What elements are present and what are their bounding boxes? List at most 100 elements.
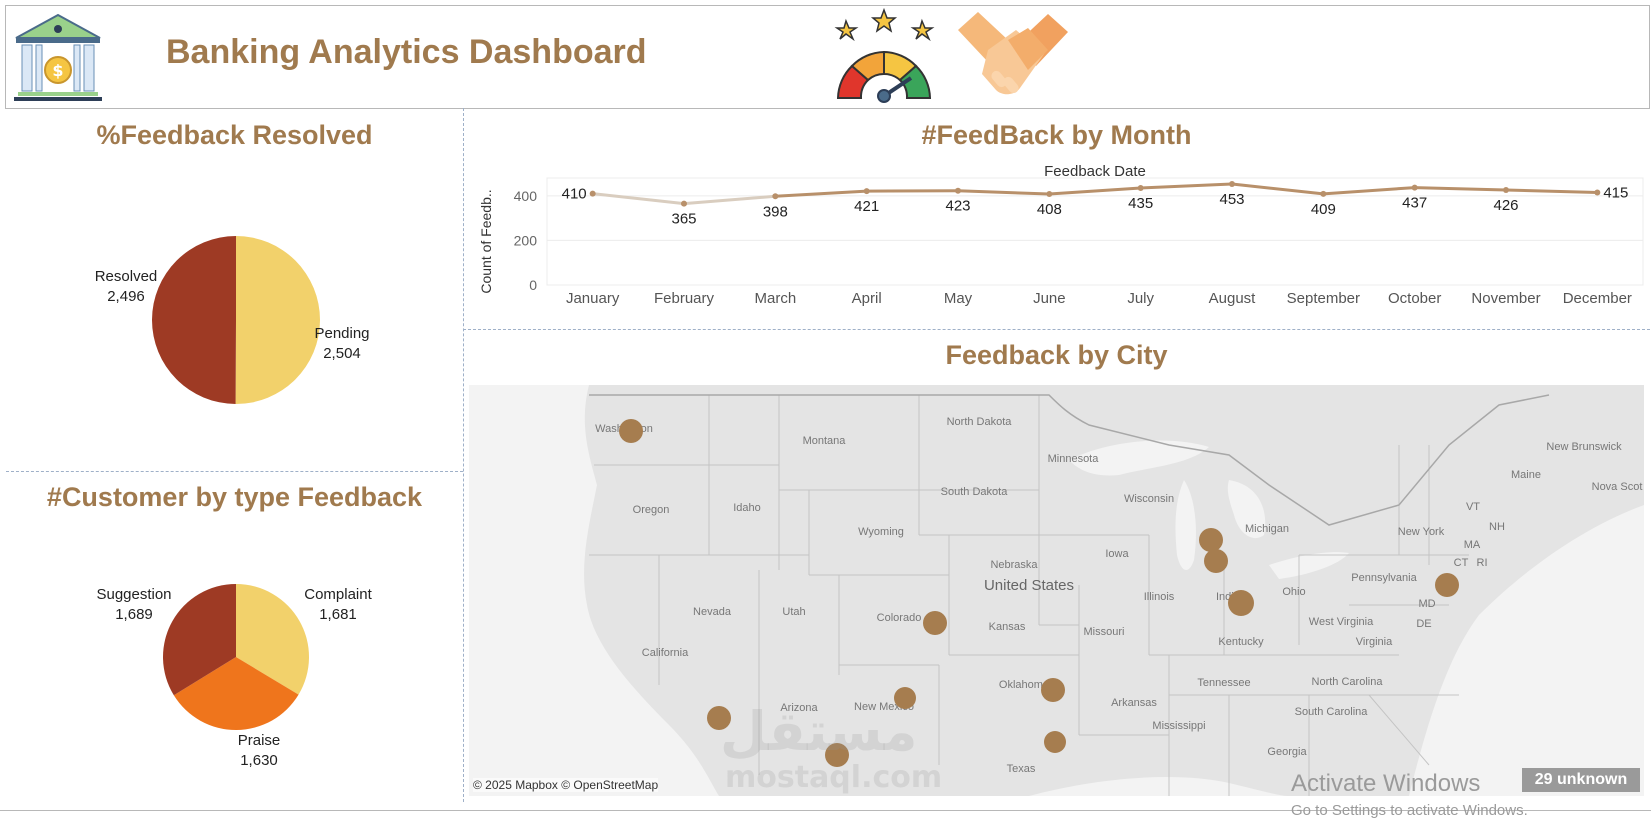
svg-text:$: $ — [52, 61, 63, 80]
x-tick-label: November — [1471, 290, 1540, 307]
x-tick-label: February — [654, 290, 715, 307]
city-marker-new-york[interactable] — [1435, 573, 1459, 597]
x-axis-title: Feedback Date — [1044, 163, 1146, 180]
x-tick-label: December — [1563, 290, 1632, 307]
y-axis-title: Count of Feedb.. — [478, 189, 494, 293]
y-tick-label: 200 — [514, 232, 538, 248]
data-label: 421 — [854, 198, 879, 215]
pie-slice-pending[interactable] — [236, 236, 320, 404]
state-label-tennessee: Tennessee — [1197, 677, 1250, 689]
us-map[interactable]: Washington Montana North Dakota Minnesot… — [469, 385, 1644, 796]
pie-slice-resolved[interactable] — [152, 236, 236, 404]
state-label-kansas: Kansas — [989, 621, 1026, 633]
state-label-ct: CT — [1454, 557, 1469, 569]
state-label-nevada: Nevada — [693, 606, 732, 618]
watermark-url: mostaql.com — [725, 760, 942, 795]
state-label-ma: MA — [1464, 539, 1481, 551]
activate-windows-subtext: Go to Settings to activate Windows. — [1291, 802, 1528, 819]
state-label-pennsylvania: Pennsylvania — [1351, 572, 1417, 584]
state-label-colorado: Colorado — [877, 612, 922, 624]
state-label-idaho: Idaho — [733, 502, 761, 514]
data-label: 408 — [1037, 201, 1062, 218]
state-label-texas: Texas — [1007, 763, 1036, 775]
state-label-north-dakota: North Dakota — [947, 416, 1013, 428]
data-label: 410 — [562, 186, 587, 203]
x-tick-label: January — [566, 290, 620, 307]
data-point[interactable] — [681, 201, 687, 207]
state-label-oregon: Oregon — [633, 504, 670, 516]
state-label-nebraska: Nebraska — [990, 559, 1038, 571]
data-point[interactable] — [1138, 185, 1144, 191]
map-attribution[interactable]: © 2025 Mapbox © OpenStreetMap — [473, 778, 658, 792]
map-canvas: Washington Montana North Dakota Minnesot… — [469, 385, 1644, 796]
state-label-missouri: Missouri — [1084, 626, 1125, 638]
state-label-md: MD — [1418, 598, 1435, 610]
state-label-michigan: Michigan — [1245, 523, 1289, 535]
month-panel-title: #FeedBack by Month — [463, 120, 1650, 151]
state-label-california: California — [642, 647, 689, 659]
x-tick-label: June — [1033, 290, 1066, 307]
city-marker-dallas[interactable] — [1044, 731, 1066, 753]
unknown-count-badge[interactable]: 29 unknown — [1522, 768, 1640, 792]
x-tick-label: October — [1388, 290, 1441, 307]
x-tick-label: April — [852, 290, 882, 307]
data-point[interactable] — [1594, 189, 1600, 195]
state-label-nova-scotia: Nova Scot — [1592, 481, 1643, 493]
data-point[interactable] — [590, 191, 596, 197]
city-marker-seattle[interactable] — [619, 419, 643, 443]
data-point[interactable] — [1046, 191, 1052, 197]
state-label-georgia: Georgia — [1267, 746, 1307, 758]
city-marker-chicago-south[interactable] — [1204, 549, 1228, 573]
data-point[interactable] — [1229, 181, 1235, 187]
activate-windows-text: Activate Windows — [1291, 770, 1480, 798]
city-marker-indianapolis[interactable] — [1228, 590, 1254, 616]
city-marker-denver[interactable] — [923, 611, 947, 635]
state-label-illinois: Illinois — [1144, 591, 1175, 603]
resolved-pie-chart — [150, 234, 322, 406]
data-point[interactable] — [1412, 185, 1418, 191]
city-marker-chicago[interactable] — [1199, 528, 1223, 552]
watermark-arabic: مستقل — [720, 700, 918, 763]
data-label: 398 — [763, 203, 788, 220]
state-label-wyoming: Wyoming — [858, 526, 904, 538]
data-label: 423 — [945, 198, 970, 215]
city-panel-title: Feedback by City — [463, 340, 1650, 371]
city-marker-oklahoma-city[interactable] — [1041, 678, 1065, 702]
data-point[interactable] — [1320, 191, 1326, 197]
state-label-north-carolina: North Carolina — [1312, 676, 1384, 688]
data-point[interactable] — [772, 193, 778, 199]
x-tick-label: May — [944, 290, 973, 307]
y-tick-label: 400 — [514, 188, 538, 204]
data-label: 365 — [671, 211, 696, 228]
x-tick-label: August — [1209, 290, 1257, 307]
state-label-kentucky: Kentucky — [1218, 636, 1264, 648]
state-label-ri: RI — [1477, 557, 1488, 569]
x-tick-label: March — [754, 290, 796, 307]
state-label-new-york: New York — [1398, 526, 1445, 538]
data-point[interactable] — [1503, 187, 1509, 193]
data-label: 409 — [1311, 201, 1336, 218]
state-label-virginia: Virginia — [1356, 636, 1393, 648]
customer-panel-title: #Customer by type Feedback — [6, 482, 463, 513]
state-label-west-virginia: West Virginia — [1309, 616, 1374, 628]
data-label: 437 — [1402, 195, 1427, 212]
state-label-new-brunswick: New Brunswick — [1546, 441, 1622, 453]
resolved-panel-title: %Feedback Resolved — [6, 120, 463, 151]
state-label-minnesota: Minnesota — [1048, 453, 1100, 465]
state-label-montana: Montana — [803, 435, 847, 447]
data-label: 453 — [1219, 191, 1244, 208]
data-point[interactable] — [955, 188, 961, 194]
x-tick-label: September — [1287, 290, 1360, 307]
country-label: United States — [984, 577, 1074, 594]
plot-area — [547, 178, 1643, 285]
state-label-vt: VT — [1466, 501, 1480, 513]
data-point[interactable] — [864, 188, 870, 194]
state-label-utah: Utah — [782, 606, 805, 618]
state-label-maine: Maine — [1511, 469, 1541, 481]
